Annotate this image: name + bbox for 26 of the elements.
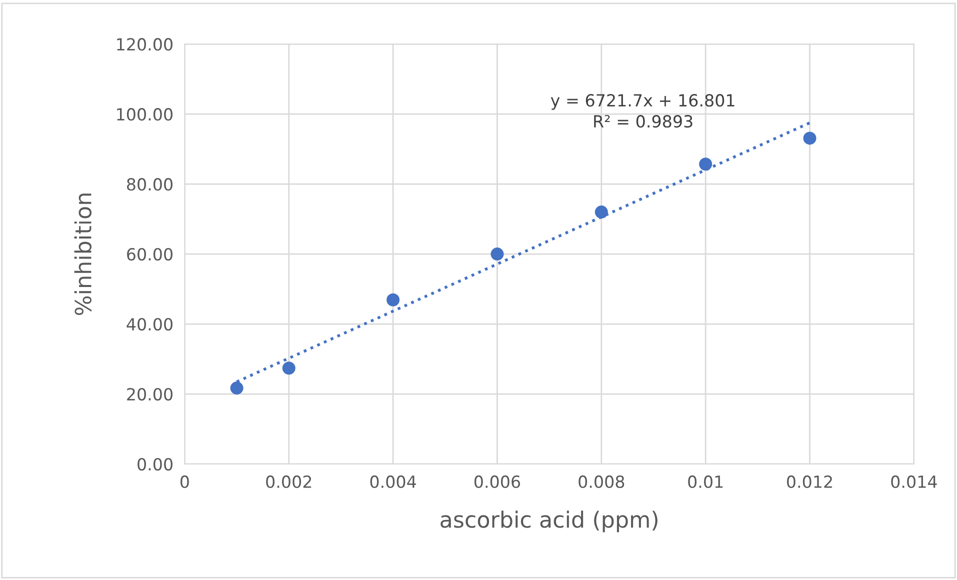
point <box>803 132 816 145</box>
x-tick-label: 0.008 <box>578 475 624 488</box>
y-tick-label: 120.00 <box>117 38 172 51</box>
point <box>594 206 608 219</box>
point <box>386 293 400 306</box>
point <box>699 158 712 171</box>
y-tick-label: 40.00 <box>126 318 172 331</box>
x-tick-label: 0.004 <box>370 475 416 488</box>
x-tick-label: 0.002 <box>266 475 312 488</box>
x-tick-label: 0.012 <box>787 475 832 488</box>
x-axis-title: ascorbic acid (ppm) <box>440 510 658 532</box>
y-tick-label: 100.00 <box>117 108 172 121</box>
annotation: R² = 0.9893 <box>594 115 692 128</box>
x-tick-label: 0.01 <box>688 475 723 488</box>
point <box>282 362 296 375</box>
x-tick-label: 0.006 <box>474 475 520 488</box>
point <box>230 382 244 395</box>
x-tick-label: 0.014 <box>891 475 937 488</box>
y-tick-label: 20.00 <box>127 388 172 401</box>
y-tick-label: 0.00 <box>138 458 172 471</box>
y-tick-label: 60.00 <box>127 248 172 261</box>
y-tick-label: 80.00 <box>127 178 172 191</box>
point <box>490 248 504 261</box>
annotation: y = 6721.7x + 16.801 <box>550 94 734 110</box>
y-axis-title: %inhibition <box>74 194 92 316</box>
x-tick-label: 0 <box>180 475 189 488</box>
